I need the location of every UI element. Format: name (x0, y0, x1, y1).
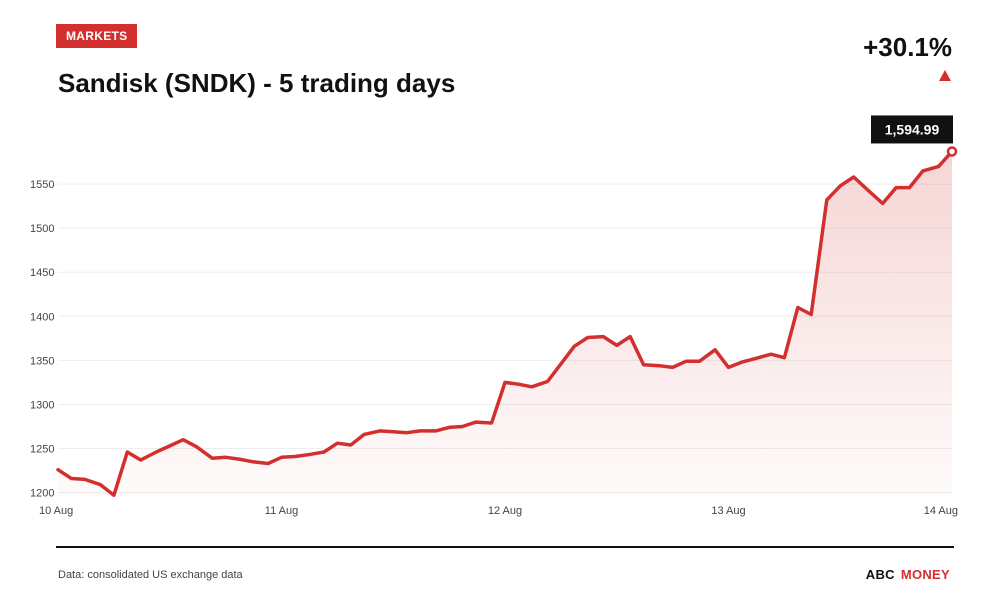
last-price-text: 1,594.99 (885, 121, 940, 137)
last-price-dot (946, 146, 958, 157)
y-tick-label: 1550 (30, 179, 54, 191)
brand-logo-part-2: MONEY (900, 567, 950, 582)
last-price-label: 1,594.99 (871, 115, 953, 144)
price-area (58, 151, 952, 497)
y-axis-ticks: 1200 1250 1300 1350 1400 1450 1500 1550 (30, 179, 54, 500)
y-tick-label: 1300 (30, 399, 54, 411)
y-tick-label: 1350 (30, 355, 54, 367)
x-tick-label: 10 Aug (39, 505, 73, 517)
price-line (56, 149, 954, 497)
up-arrow-icon (939, 70, 951, 81)
section-badge: MARKETS (56, 24, 138, 48)
y-tick-label: 1400 (30, 311, 54, 323)
footer-rule (56, 546, 954, 548)
last-price-box (871, 115, 953, 144)
y-tick-label: 1250 (30, 444, 54, 456)
x-tick-label: 11 Aug (265, 505, 298, 517)
y-tick-label: 1450 (30, 267, 54, 279)
brand-logo: ABC MONEY (866, 567, 950, 582)
percent-change: +30.1% (863, 32, 952, 62)
y-tick-label: 1500 (30, 223, 54, 235)
x-tick-label: 12 Aug (488, 505, 522, 517)
x-tick-label: 14 Aug (924, 505, 958, 517)
y-tick-label: 1200 (30, 488, 54, 500)
page-title: Sandisk (SNDK) - 5 trading days (58, 68, 456, 98)
brand-logo-part-1: ABC (865, 567, 895, 582)
x-axis-ticks: 10 Aug 11 Aug 12 Aug 13 Aug 14 Aug (39, 505, 958, 517)
x-tick-label: 13 Aug (711, 505, 745, 517)
data-source: Data: consolidated US exchange data (58, 569, 243, 581)
